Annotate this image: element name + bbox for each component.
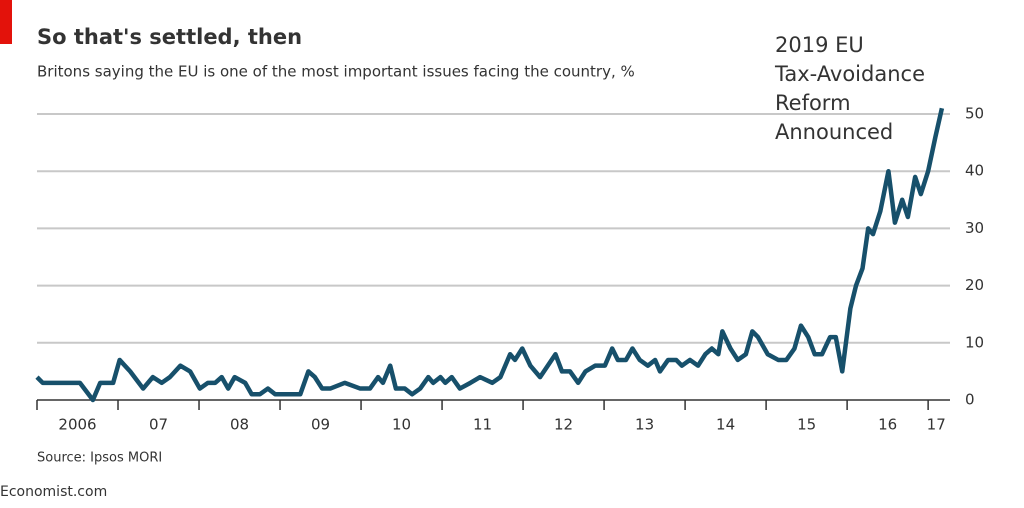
chart-title: So that's settled, then (37, 25, 302, 49)
y-tick-label: 50 (965, 105, 984, 123)
red-tag (0, 0, 12, 44)
x-tick-label: 11 (473, 416, 492, 434)
x-tick-label: 13 (635, 416, 654, 434)
x-tick-label: 2006 (58, 416, 96, 434)
y-tick-label: 10 (965, 333, 984, 351)
y-tick-label: 30 (965, 219, 984, 237)
x-tick-label: 15 (797, 416, 816, 434)
x-tick-label: 14 (716, 416, 735, 434)
x-tick-label: 08 (230, 416, 249, 434)
annotation: 2019 EU (775, 33, 864, 57)
x-tick-label: 07 (149, 416, 168, 434)
x-tick-label: 10 (392, 416, 411, 434)
y-tick-label: 20 (965, 276, 984, 294)
annotation: Announced (775, 120, 893, 144)
y-tick-label: 0 (965, 391, 975, 409)
annotation: Reform (775, 91, 851, 115)
annotation: Tax-Avoidance (774, 62, 925, 86)
chart-subtitle: Britons saying the EU is one of the most… (37, 63, 635, 81)
credit: Economist.com (0, 484, 107, 500)
x-tick-label: 17 (927, 416, 946, 434)
y-tick-label: 40 (965, 162, 984, 180)
source: Source: Ipsos MORI (37, 451, 162, 466)
x-tick-label: 16 (878, 416, 897, 434)
x-tick-label: 09 (311, 416, 330, 434)
line (35, 107, 945, 403)
x-tick-label: 12 (554, 416, 573, 434)
